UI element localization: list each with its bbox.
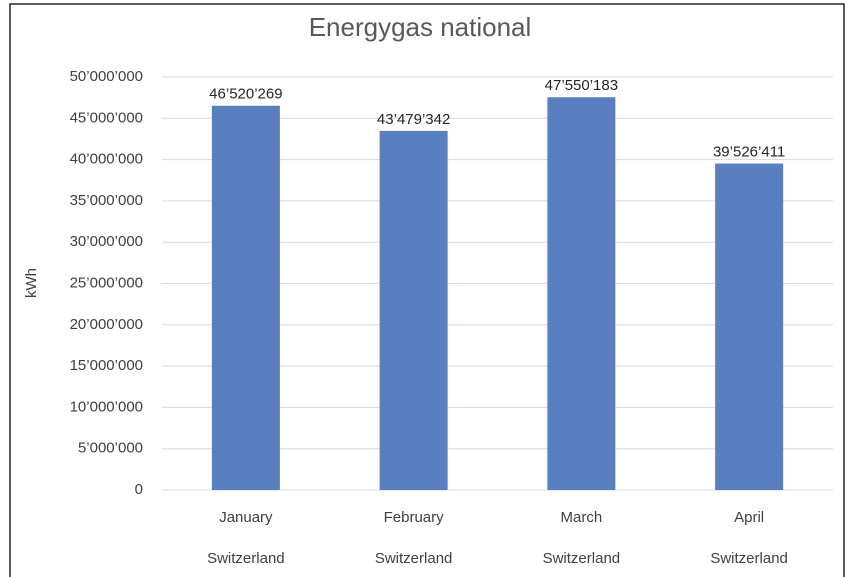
y-tick-label: 0 <box>135 481 143 498</box>
bar <box>715 163 784 490</box>
x-group-label: Switzerland <box>207 550 285 567</box>
y-tick-label: 30’000’000 <box>70 233 143 250</box>
y-axis-label: kWh <box>23 268 40 298</box>
y-tick-label: 20’000’000 <box>70 316 143 333</box>
data-label: 46’520’269 <box>209 86 282 103</box>
y-tick-label: 35’000’000 <box>70 192 143 209</box>
x-tick-label: April <box>734 509 764 526</box>
x-group-label: Switzerland <box>375 550 453 567</box>
y-tick-label: 10’000’000 <box>70 398 143 415</box>
y-tick-label: 45’000’000 <box>70 109 143 126</box>
y-tick-label: 5’000’000 <box>78 440 143 457</box>
data-label: 39’526’411 <box>713 143 785 160</box>
x-group-label: Switzerland <box>543 550 621 567</box>
bar <box>379 130 448 490</box>
x-group-label: Switzerland <box>710 550 788 567</box>
x-tick-label: January <box>219 509 273 526</box>
y-tick-label: 15’000’000 <box>70 357 143 374</box>
y-tick-label: 50’000’000 <box>70 68 143 85</box>
y-tick-label: 40’000’000 <box>70 151 143 168</box>
data-label: 43’479’342 <box>377 111 450 128</box>
x-tick-label: February <box>384 509 445 526</box>
chart-title: Energygas national <box>309 12 532 42</box>
x-tick-label: March <box>561 509 603 526</box>
bar <box>211 105 280 490</box>
data-label: 47’550’183 <box>545 77 618 94</box>
y-tick-label: 25’000’000 <box>70 274 143 291</box>
bar <box>547 97 616 491</box>
